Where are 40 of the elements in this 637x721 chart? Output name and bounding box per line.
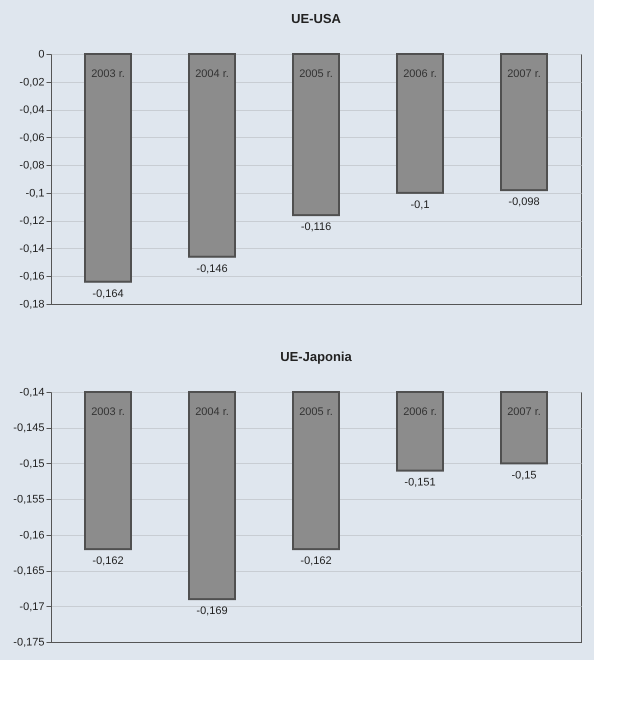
y-tick-label: -0,14 — [19, 242, 44, 255]
data-label: -0,151 — [404, 476, 436, 489]
y-tick-label: -0,02 — [19, 76, 44, 88]
y-tick-label: -0,12 — [19, 215, 44, 228]
y-tick-label: -0,16 — [19, 270, 44, 283]
x-tick-label: 2006 r. — [403, 406, 437, 418]
x-tick-label: 2003 r. — [91, 406, 125, 418]
data-label: -0,162 — [300, 555, 332, 568]
x-tick-label: 2004 r. — [195, 406, 229, 418]
x-tick-label: 2007 r. — [507, 68, 541, 80]
y-tick-label: -0,17 — [19, 600, 44, 613]
x-tick-label: 2006 r. — [403, 68, 437, 80]
data-label: -0,15 — [511, 469, 537, 482]
y-tick-label: 0 — [38, 48, 44, 60]
x-tick-label: 2005 r. — [299, 406, 333, 418]
data-label: -0,146 — [196, 262, 228, 275]
x-tick-label: 2007 r. — [507, 406, 541, 418]
y-tick-label: -0,16 — [19, 529, 44, 542]
x-tick-label: 2003 r. — [91, 68, 125, 80]
data-label: -0,116 — [300, 221, 332, 234]
data-label: -0,169 — [196, 605, 228, 618]
y-tick-label: -0,14 — [19, 386, 44, 398]
x-tick-label: 2004 r. — [195, 68, 229, 80]
data-label: -0,164 — [92, 288, 124, 300]
chart-title: UE-Japonia — [280, 349, 353, 364]
y-tick-label: -0,1 — [26, 187, 44, 200]
y-tick-label: -0,08 — [19, 160, 44, 172]
y-tick-label: -0,145 — [13, 422, 44, 434]
chart-title: UE-USA — [291, 11, 342, 26]
y-tick-label: -0,175 — [13, 636, 44, 648]
y-tick-label: -0,165 — [13, 565, 44, 578]
x-tick-label: 2005 r. — [299, 68, 333, 80]
y-tick-label: -0,04 — [19, 104, 44, 116]
data-label: -0,098 — [508, 196, 540, 208]
data-label: -0,162 — [92, 555, 124, 568]
y-tick-label: -0,15 — [19, 458, 44, 470]
y-tick-label: -0,155 — [13, 494, 44, 506]
data-label: -0,1 — [410, 198, 430, 211]
y-tick-label: -0,18 — [19, 298, 44, 310]
y-tick-label: -0,06 — [19, 132, 44, 144]
